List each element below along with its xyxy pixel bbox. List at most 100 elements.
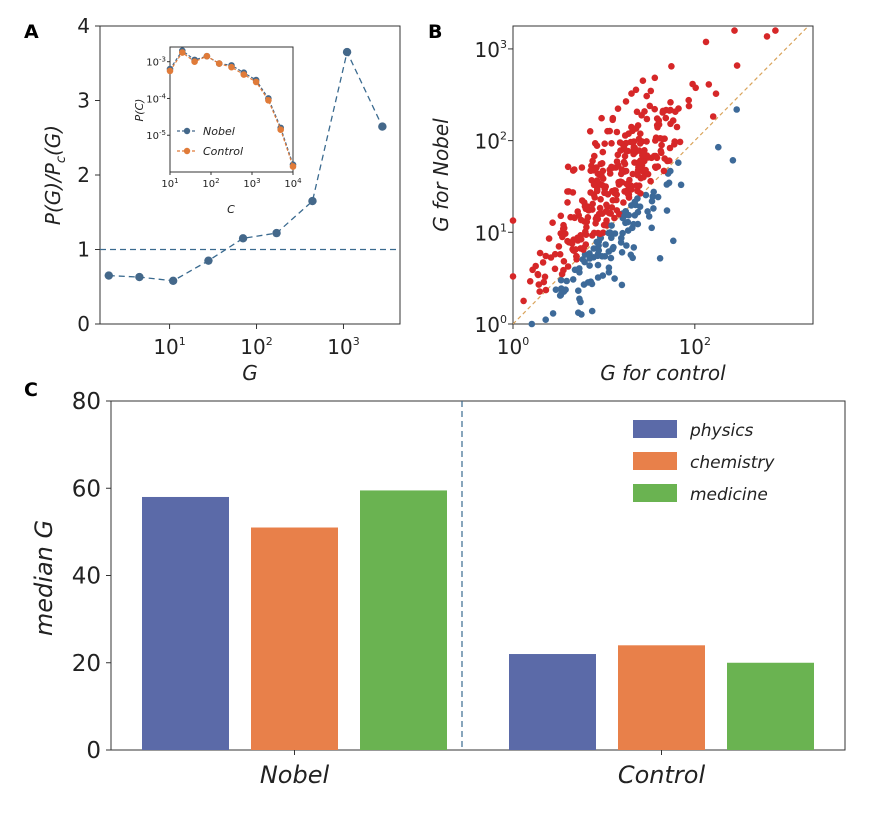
legend-label-control: Control xyxy=(203,145,243,158)
chart-b-point xyxy=(668,63,675,70)
chart-b-y-tick-1: 100 xyxy=(475,313,507,337)
chart-a-y-tick-label: 4 xyxy=(77,14,90,38)
legend-label-medicine: medicine xyxy=(690,485,768,505)
chart-b-point xyxy=(652,164,660,171)
chart-b-x-tick-2: 102 xyxy=(679,335,711,359)
chart-b-point xyxy=(733,106,740,113)
inset-point-control xyxy=(215,60,223,67)
chart-b-point xyxy=(594,261,602,269)
chart-b-point xyxy=(667,99,674,106)
chart-b-point xyxy=(652,152,659,160)
chart-b-point xyxy=(559,225,567,233)
chart-b-point xyxy=(572,246,579,253)
chart-b-point xyxy=(634,187,641,195)
chart-a-x-label: G xyxy=(242,361,258,385)
chart-b-point xyxy=(656,135,664,142)
chart-b-point xyxy=(640,150,647,158)
chart-a-point xyxy=(308,196,317,206)
chart-b-point xyxy=(642,191,650,199)
bar-control-physics xyxy=(509,654,596,750)
chart-b-point xyxy=(611,230,619,237)
chart-b-point xyxy=(575,287,582,295)
chart-b-point xyxy=(666,144,674,152)
chart-b-point xyxy=(589,206,596,213)
legend-swatch-medicine xyxy=(633,484,677,502)
chart-b-point xyxy=(651,74,659,82)
chart-b-point xyxy=(598,114,605,122)
chart-b-point xyxy=(526,278,534,285)
chart-b-point xyxy=(590,245,598,252)
chart-b-point xyxy=(733,62,741,69)
chart-b-point xyxy=(659,109,666,116)
chart-b-point xyxy=(662,114,670,122)
chart-c-y-tick-label: 0 xyxy=(86,738,101,764)
bar-nobel-chemistry xyxy=(251,527,338,750)
legend-label-chemistry: chemistry xyxy=(690,453,775,473)
chart-b-point xyxy=(629,224,636,232)
bar-control-chemistry xyxy=(618,645,705,750)
chart-b-point xyxy=(630,244,638,251)
chart-b-point xyxy=(583,218,591,226)
chart-b-point xyxy=(542,252,550,260)
chart-b-point xyxy=(606,170,614,177)
chart-a: 0 1 2 3 4 101 102 103 G P(G)/Pc(G) 10-3 10-4… xyxy=(41,14,401,385)
inset-point-control xyxy=(166,67,174,75)
legend-swatch-physics xyxy=(633,420,677,438)
inset-point-control xyxy=(203,52,211,60)
chart-b-point xyxy=(617,170,625,178)
chart-b-point xyxy=(558,270,566,278)
inset-point-control xyxy=(240,71,248,78)
chart-b-point xyxy=(599,148,607,156)
chart-b-point xyxy=(549,219,556,226)
chart-c-bars xyxy=(142,490,814,750)
chart-b-point xyxy=(576,265,583,272)
chart-b-point xyxy=(564,199,571,206)
chart-b-y-tick-2: 101 xyxy=(475,221,507,245)
chart-b-point xyxy=(622,98,630,105)
chart-b-point xyxy=(584,279,592,286)
inset-point-control xyxy=(228,63,235,71)
chart-b-point xyxy=(536,288,543,295)
chart-b-point xyxy=(611,275,618,282)
chart-b-point xyxy=(685,102,693,110)
inset-x-tick-4: 104 xyxy=(284,177,302,190)
chart-b-point xyxy=(646,102,654,110)
chart-b-point xyxy=(660,167,668,175)
chart-b-point xyxy=(605,229,612,237)
chart-b-point xyxy=(595,242,602,249)
chart-b-point xyxy=(616,210,623,218)
chart-b-point xyxy=(645,213,653,220)
chart-b-point xyxy=(648,197,656,205)
chart-a-point xyxy=(204,256,213,265)
chart-b-point xyxy=(677,181,685,189)
chart-a-y-tick-label: 1 xyxy=(77,238,90,262)
chart-b-point xyxy=(532,262,539,270)
chart-b-point xyxy=(564,163,572,171)
chart-b-point xyxy=(672,108,679,115)
inset-y-label: P(C) xyxy=(133,99,146,122)
chart-b-point xyxy=(580,244,588,252)
chart-b-point xyxy=(542,286,550,294)
chart-b-point xyxy=(609,164,617,171)
chart-b-point xyxy=(650,205,657,212)
chart-b-point xyxy=(605,269,613,276)
chart-b-point xyxy=(628,186,635,193)
chart-b-point xyxy=(729,157,737,164)
chart-b-point xyxy=(632,125,640,132)
chart-b-point xyxy=(634,208,642,216)
chart-b-point xyxy=(731,27,738,34)
chart-a-point xyxy=(238,234,248,243)
chart-b-point xyxy=(564,263,572,270)
chart-b-point xyxy=(663,181,671,188)
chart-b-point xyxy=(540,278,548,286)
chart-b-point xyxy=(588,307,596,315)
chart-b-point xyxy=(539,259,547,266)
chart-b-point xyxy=(596,171,603,178)
chart-b-point xyxy=(549,310,557,317)
chart-b-point xyxy=(669,117,677,124)
chart-b-point xyxy=(644,208,651,215)
chart-b-point xyxy=(591,140,599,147)
chart-b-point xyxy=(601,185,609,193)
chart-b-point xyxy=(586,250,593,257)
chart-b-point xyxy=(616,139,624,146)
